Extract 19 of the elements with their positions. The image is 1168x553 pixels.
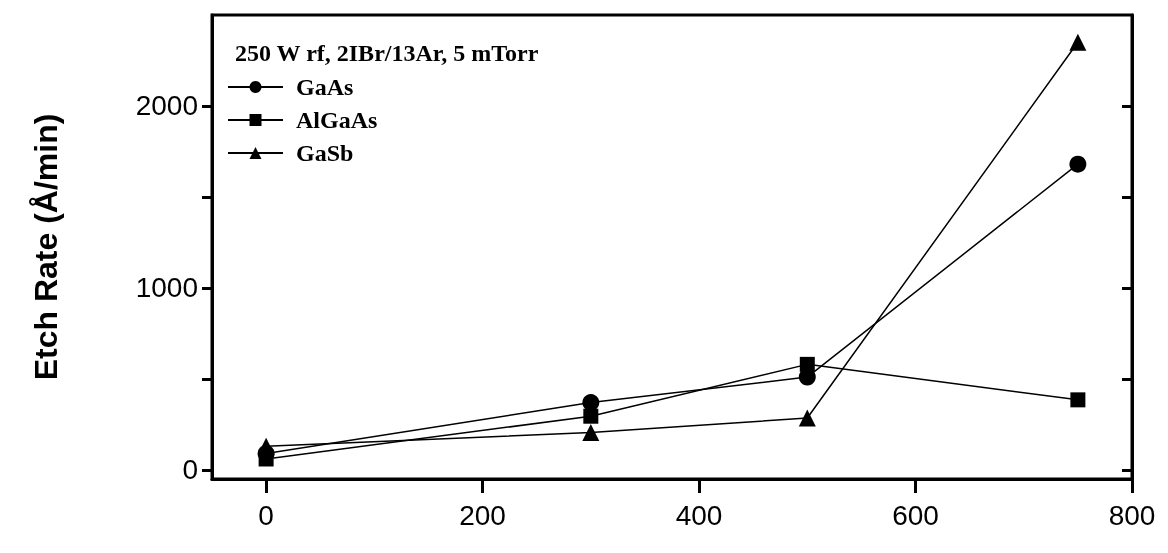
y-tick-label: 0 xyxy=(182,454,198,486)
point xyxy=(1069,33,1087,51)
x-tick-label: 200 xyxy=(459,499,506,531)
legend-label: GaAs xyxy=(296,74,354,100)
point xyxy=(1070,392,1086,408)
y-tick-label: 2000 xyxy=(135,90,198,122)
legend-label: GaSb xyxy=(296,140,354,166)
legend-label: AlGaAs xyxy=(296,107,378,133)
point xyxy=(798,409,816,427)
point xyxy=(583,408,599,424)
point xyxy=(1069,155,1087,173)
point xyxy=(582,424,600,442)
x-tick-label: 800 xyxy=(1108,499,1156,531)
x-tick-label: 400 xyxy=(675,499,723,531)
x-tick-label: 600 xyxy=(892,499,939,531)
annotation: 250 W rf, 2IBr/13Ar, 5 mTorr xyxy=(235,40,539,66)
y-axis-title: Etch Rate (Å/min) xyxy=(28,113,64,381)
x-tick-label: 0 xyxy=(258,499,274,531)
y-tick-label: 1000 xyxy=(135,272,198,304)
